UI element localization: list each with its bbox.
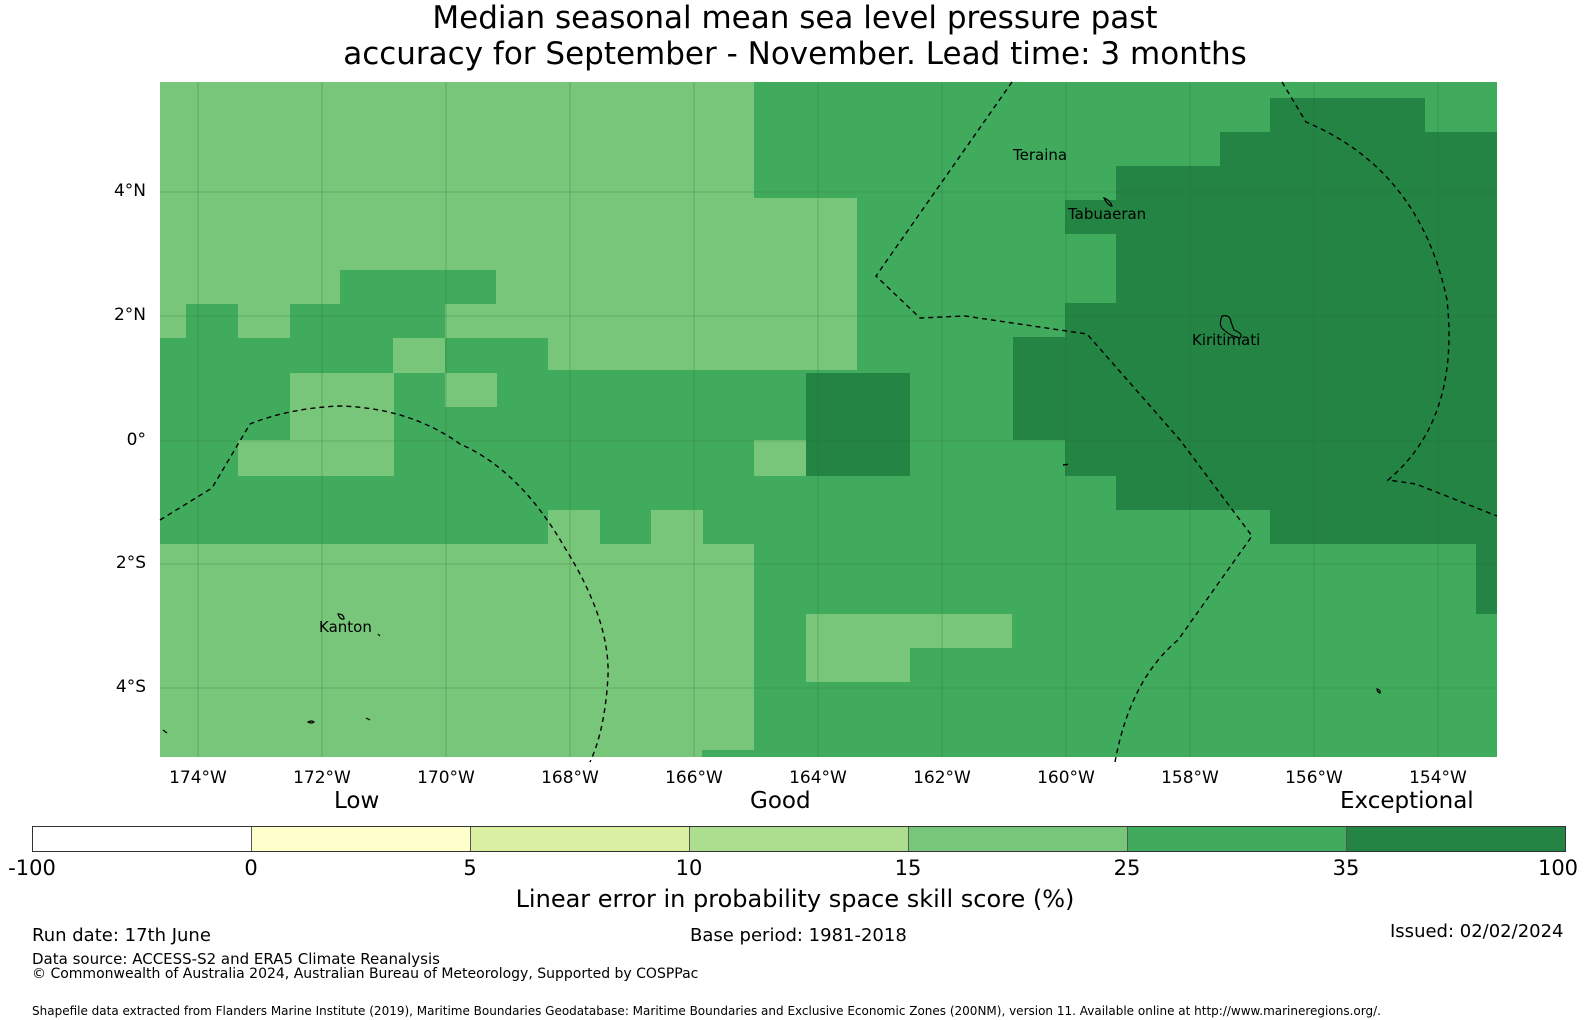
base-period: Base period: 1981-2018 <box>690 925 907 946</box>
island-small-4 <box>162 729 168 734</box>
lon-label-156w: 156°W <box>1285 768 1343 788</box>
skill-cell <box>754 717 806 757</box>
colorbar-tick: 100 <box>1537 856 1579 880</box>
skill-cell <box>1065 200 1117 234</box>
skill-cell <box>548 338 857 370</box>
colorbar-label: Linear error in probability space skill … <box>515 885 1075 913</box>
colorbar-segment <box>471 827 690 851</box>
skill-cell <box>393 338 445 373</box>
lon-label-158w: 158°W <box>1161 768 1219 788</box>
category-good: Good <box>750 788 811 814</box>
shapefile-credit: Shapefile data extracted from Flanders M… <box>32 1004 1381 1018</box>
run-date: Run date: 17th June <box>32 925 211 946</box>
skill-cell <box>548 510 600 544</box>
island-tabuaeran <box>1102 196 1113 207</box>
colorbar-segment <box>1347 827 1565 851</box>
colorbar-segment <box>252 827 471 851</box>
lon-label-174w: 174°W <box>169 768 227 788</box>
lon-label-162w: 162°W <box>913 768 971 788</box>
skill-cell <box>1065 440 1497 476</box>
skill-cell <box>702 750 754 757</box>
colorbar-tick: 5 <box>463 856 477 880</box>
category-low: Low <box>334 788 380 814</box>
colorbar-tick: -100 <box>8 856 56 880</box>
skill-cell <box>1116 476 1497 510</box>
colorbar-tick: 0 <box>244 856 258 880</box>
island-outlines <box>162 196 1381 734</box>
issued-date: Issued: 02/02/2024 <box>1390 921 1564 942</box>
place-label-tabuaeran: Tabuaeran <box>1068 205 1147 223</box>
skill-cell <box>702 98 754 198</box>
skill-cell <box>160 304 186 338</box>
eez-boundary-phoenix <box>159 405 609 763</box>
skill-cell <box>651 510 703 544</box>
skill-cell <box>445 373 497 407</box>
eez-boundaries <box>159 81 1498 763</box>
island-small-2 <box>306 720 315 724</box>
colorbar-segment <box>909 827 1128 851</box>
lat-label-2n: 2°N <box>113 305 146 325</box>
skill-cells <box>160 82 1497 757</box>
skill-cell <box>754 440 806 476</box>
skill-cell <box>238 304 290 338</box>
skill-cell <box>806 682 858 757</box>
colorbar-segment <box>1128 827 1347 851</box>
skill-cell <box>806 614 1012 648</box>
skill-cell <box>806 373 910 476</box>
eez-boundary-stub <box>1062 463 1071 466</box>
skill-cell <box>702 82 754 98</box>
skill-score-map <box>159 81 1498 763</box>
colorbar-segment <box>33 827 252 851</box>
place-label-teraina: Teraina <box>1013 146 1068 164</box>
graticule <box>160 82 1497 757</box>
lon-label-170w: 170°W <box>417 768 475 788</box>
lon-label-168w: 168°W <box>541 768 599 788</box>
colorbar <box>32 826 1566 852</box>
data-source: Data source: ACCESS-S2 and ERA5 Climate … <box>32 950 440 968</box>
skill-cell <box>340 270 496 304</box>
lat-label-0: 0° <box>126 430 146 450</box>
skill-cell <box>754 544 806 648</box>
island-kanton <box>337 613 345 620</box>
eez-boundary-line-islands-east <box>1281 81 1498 517</box>
copyright: © Commonwealth of Australia 2024, Austra… <box>32 966 699 982</box>
colorbar-tick: 10 <box>675 856 703 880</box>
skill-cell <box>186 304 238 338</box>
map-title-line1: Median seasonal mean sea level pressure … <box>432 0 1158 36</box>
colorbar-tick: 35 <box>1332 856 1360 880</box>
skill-cell <box>1220 132 1497 166</box>
skill-cell <box>290 304 445 338</box>
lat-label-2s: 2°S <box>115 553 146 573</box>
skill-cell <box>1116 200 1497 303</box>
skill-cell <box>1270 510 1497 544</box>
place-label-kanton: Kanton <box>319 618 372 636</box>
category-exceptional: Exceptional <box>1340 788 1474 814</box>
lon-label-160w: 160°W <box>1037 768 1095 788</box>
colorbar-tick: 25 <box>1113 856 1141 880</box>
colorbar-segment <box>690 827 909 851</box>
island-kiritimati <box>1219 315 1242 339</box>
skill-cell <box>806 648 910 682</box>
lon-label-166w: 166°W <box>665 768 723 788</box>
map-title-line2: accuracy for September - November. Lead … <box>343 36 1247 72</box>
skill-cell <box>1116 166 1497 200</box>
lat-label-4s: 4°S <box>115 677 146 697</box>
skill-cell <box>160 544 754 757</box>
island-small-3 <box>365 717 371 721</box>
skill-cell <box>1013 337 1497 440</box>
skill-cell <box>1476 544 1497 614</box>
skill-cell <box>1065 303 1497 337</box>
lat-label-4n: 4°N <box>113 181 146 201</box>
place-label-kiritimati: Kiritimati <box>1192 331 1261 349</box>
island-small-1 <box>377 633 381 637</box>
lon-label-172w: 172°W <box>293 768 351 788</box>
island-small-5 <box>1376 688 1381 694</box>
colorbar-tick: 15 <box>894 856 922 880</box>
skill-cell <box>1270 98 1425 132</box>
lon-label-164w: 164°W <box>789 768 847 788</box>
lon-label-154w: 154°W <box>1409 768 1467 788</box>
skill-cell <box>238 440 394 476</box>
